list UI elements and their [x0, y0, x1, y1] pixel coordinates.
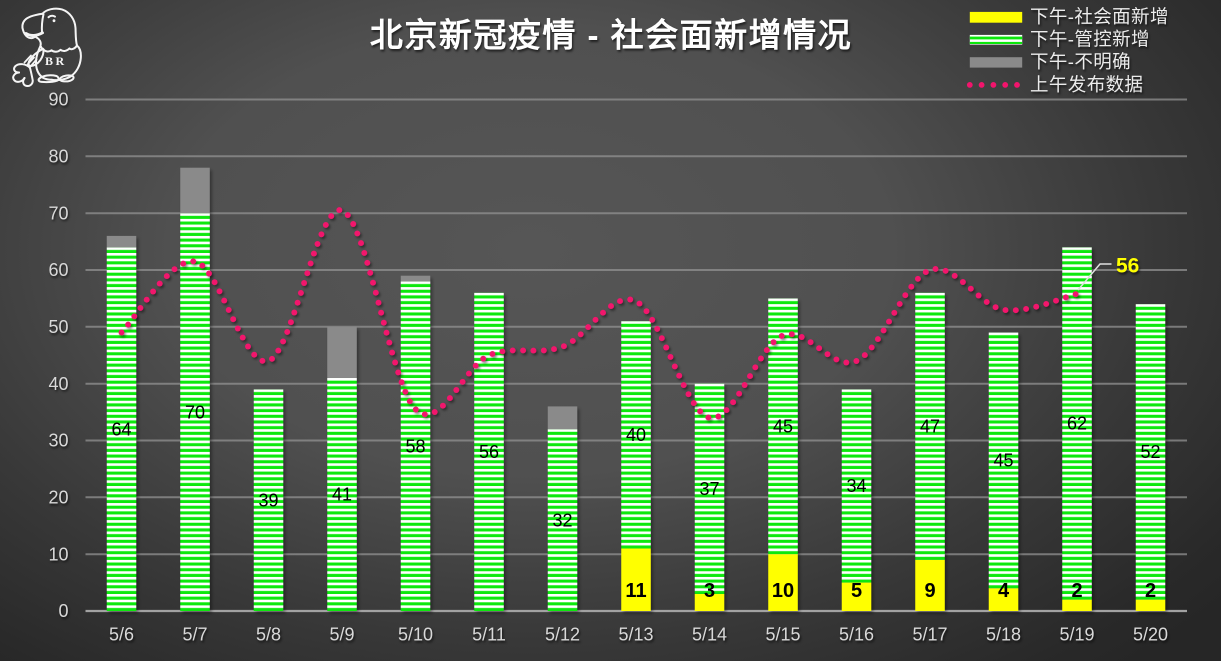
svg-text:3: 3	[704, 580, 715, 602]
svg-text:5/17: 5/17	[912, 625, 947, 645]
svg-text:5/14: 5/14	[692, 625, 727, 645]
svg-text:56: 56	[1116, 255, 1139, 278]
svg-text:41: 41	[332, 485, 352, 505]
svg-text:45: 45	[773, 417, 793, 437]
svg-text:5/16: 5/16	[839, 625, 874, 645]
svg-text:39: 39	[258, 490, 278, 510]
svg-text:70: 70	[48, 203, 68, 223]
svg-text:5/10: 5/10	[398, 625, 433, 645]
svg-text:50: 50	[48, 317, 68, 337]
svg-text:10: 10	[48, 544, 68, 564]
svg-text:10: 10	[772, 580, 794, 602]
svg-text:56: 56	[479, 442, 499, 462]
svg-text:5/8: 5/8	[256, 625, 281, 645]
svg-text:5/9: 5/9	[329, 625, 354, 645]
svg-text:20: 20	[48, 488, 68, 508]
svg-text:40: 40	[626, 425, 646, 445]
svg-text:4: 4	[998, 580, 1010, 602]
svg-text:45: 45	[993, 451, 1013, 471]
svg-text:34: 34	[846, 476, 866, 496]
svg-text:下午-管控新增: 下午-管控新增	[1030, 29, 1150, 50]
svg-text:BR: BR	[45, 54, 67, 68]
svg-text:5/13: 5/13	[618, 625, 653, 645]
svg-text:70: 70	[185, 402, 205, 422]
svg-text:9: 9	[924, 580, 935, 602]
svg-text:37: 37	[699, 479, 719, 499]
svg-text:40: 40	[48, 374, 68, 394]
svg-text:上午发布数据: 上午发布数据	[1030, 74, 1143, 95]
svg-text:30: 30	[48, 431, 68, 451]
svg-text:80: 80	[48, 147, 68, 167]
svg-text:58: 58	[405, 436, 425, 456]
svg-text:北京新冠疫情 - 社会面新增情况: 北京新冠疫情 - 社会面新增情况	[370, 17, 852, 54]
svg-text:5/12: 5/12	[545, 625, 580, 645]
svg-text:5/6: 5/6	[109, 625, 134, 645]
svg-text:64: 64	[111, 419, 131, 439]
svg-text:60: 60	[48, 260, 68, 280]
svg-text:5/7: 5/7	[182, 625, 207, 645]
svg-text:5/20: 5/20	[1133, 625, 1168, 645]
svg-text:下午-社会面新增: 下午-社会面新增	[1030, 6, 1169, 27]
svg-text:47: 47	[920, 417, 940, 437]
svg-text:5: 5	[851, 580, 862, 602]
svg-text:下午-不明确: 下午-不明确	[1030, 51, 1131, 72]
svg-text:0: 0	[58, 601, 68, 621]
svg-text:52: 52	[1140, 442, 1160, 462]
svg-text:5/19: 5/19	[1059, 625, 1094, 645]
svg-text:5/15: 5/15	[765, 625, 800, 645]
svg-text:2: 2	[1071, 580, 1082, 602]
svg-text:2: 2	[1145, 580, 1156, 602]
svg-text:5/18: 5/18	[986, 625, 1021, 645]
svg-text:32: 32	[552, 510, 572, 530]
svg-text:90: 90	[48, 90, 68, 110]
svg-text:62: 62	[1067, 414, 1087, 434]
svg-text:5/11: 5/11	[472, 625, 506, 645]
svg-text:11: 11	[625, 580, 646, 602]
